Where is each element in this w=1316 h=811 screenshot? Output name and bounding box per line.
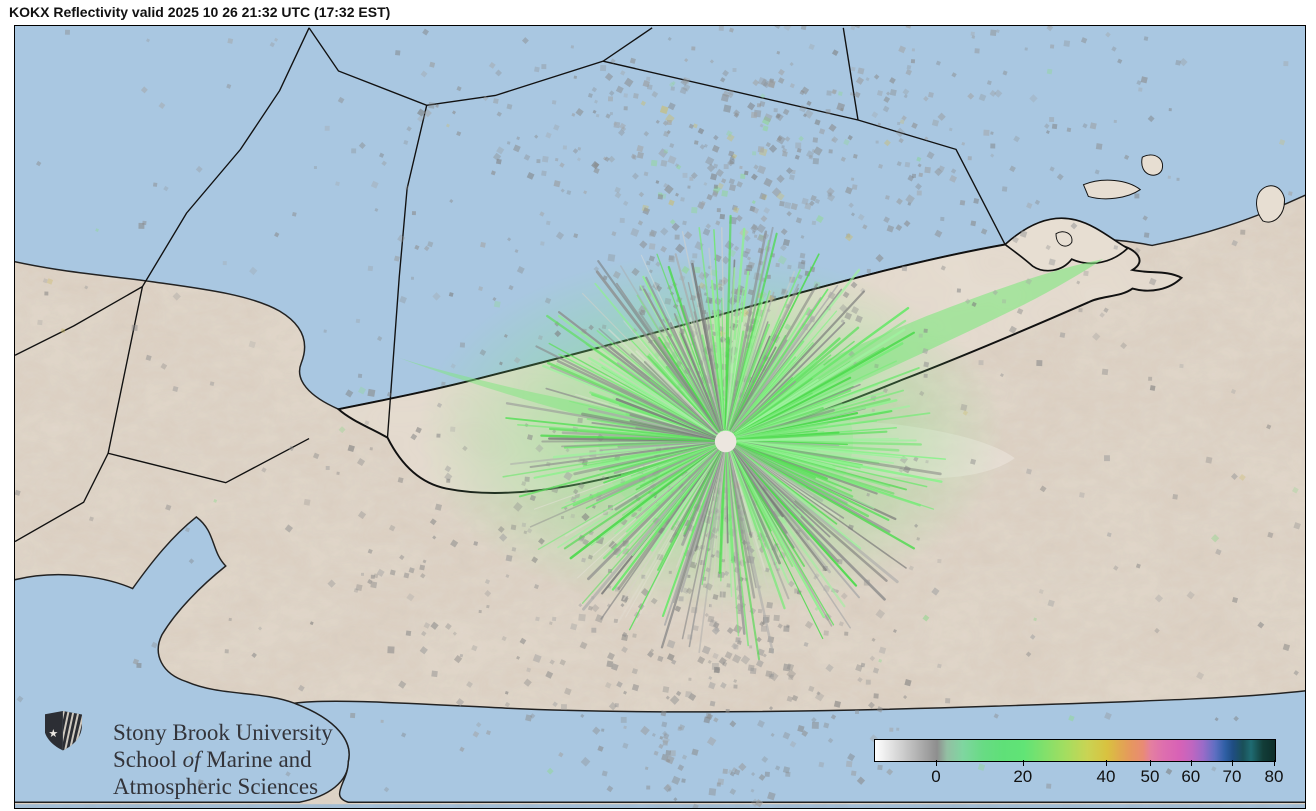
svg-text:★: ★ [48, 728, 58, 740]
